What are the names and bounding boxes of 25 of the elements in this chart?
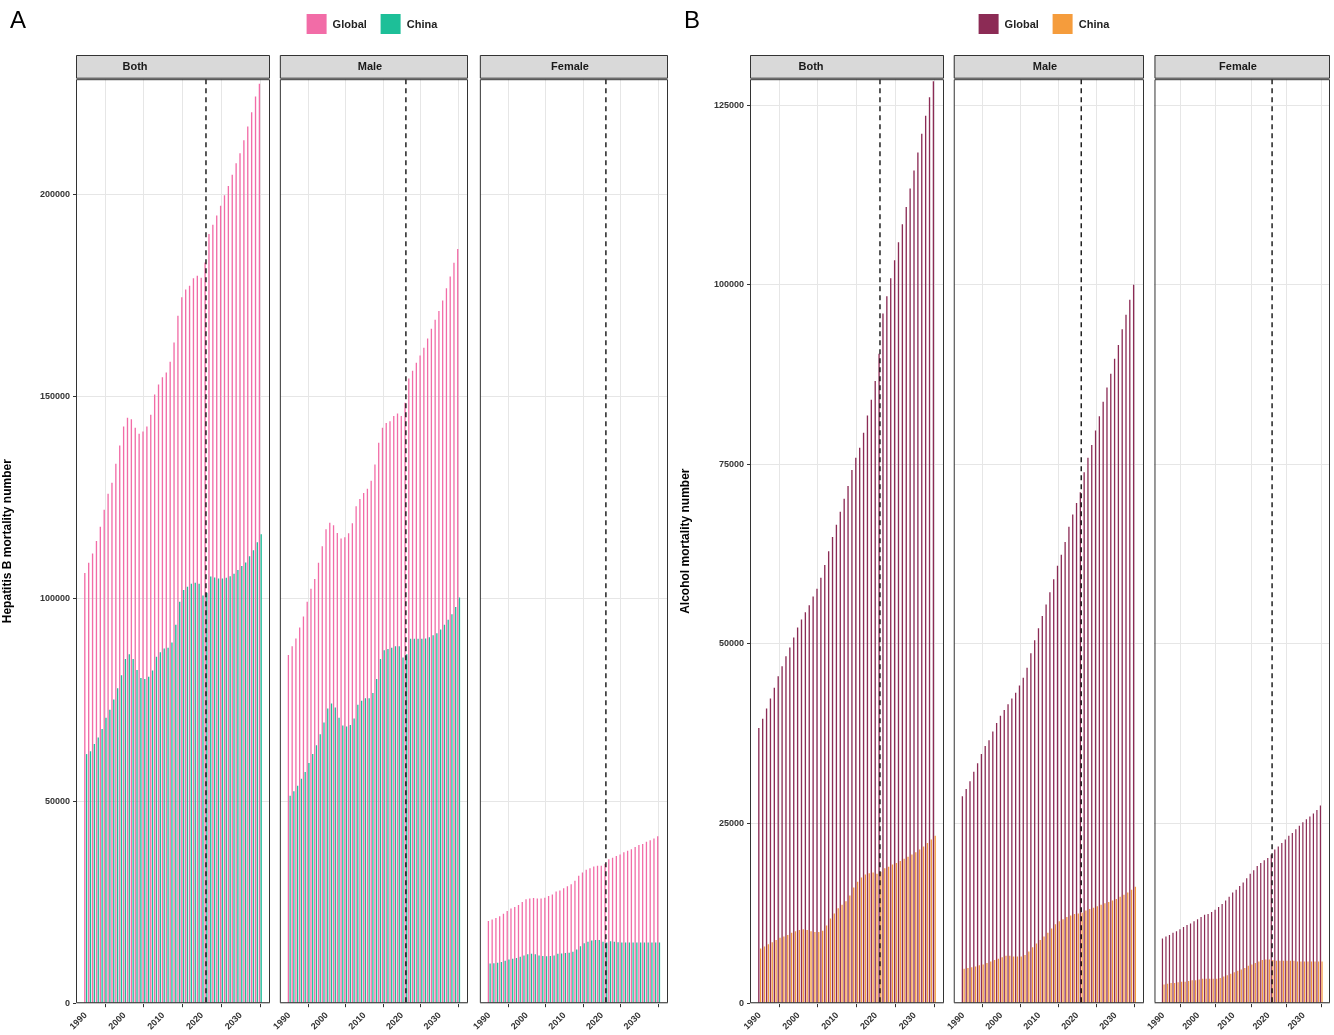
y-tick-label: 75000 <box>718 458 744 469</box>
y-tick-label: 125000 <box>713 99 744 110</box>
chart-title: Both <box>122 59 148 72</box>
y-tick-label: 50000 <box>718 638 744 649</box>
y-axis-title: Alcohol mortality number <box>677 468 692 614</box>
y-tick-label: 25000 <box>718 818 744 829</box>
chart-title: Both <box>798 59 824 72</box>
legend-label: Global <box>332 18 367 30</box>
chart-title: Male <box>357 59 383 72</box>
text: A <box>10 6 27 34</box>
chart-title: Female <box>551 59 589 72</box>
y-axis-title: Hepatitis B mortality number <box>0 458 14 624</box>
chart-title: Male <box>1032 59 1058 72</box>
legend-label: China <box>1078 18 1110 30</box>
y-tick-label: 150000 <box>39 391 70 402</box>
legend-label: Global <box>1004 18 1039 30</box>
text: B <box>684 6 701 34</box>
y-tick-label: 200000 <box>39 188 70 199</box>
y-tick-label: 100000 <box>713 279 744 290</box>
y-tick-label: 0 <box>64 997 70 1008</box>
y-tick-label: 100000 <box>39 593 70 604</box>
y-tick-label: 0 <box>738 997 744 1008</box>
y-tick-label: 50000 <box>44 795 70 806</box>
chart-title: Female <box>1219 59 1257 72</box>
legend-label: China <box>406 18 438 30</box>
